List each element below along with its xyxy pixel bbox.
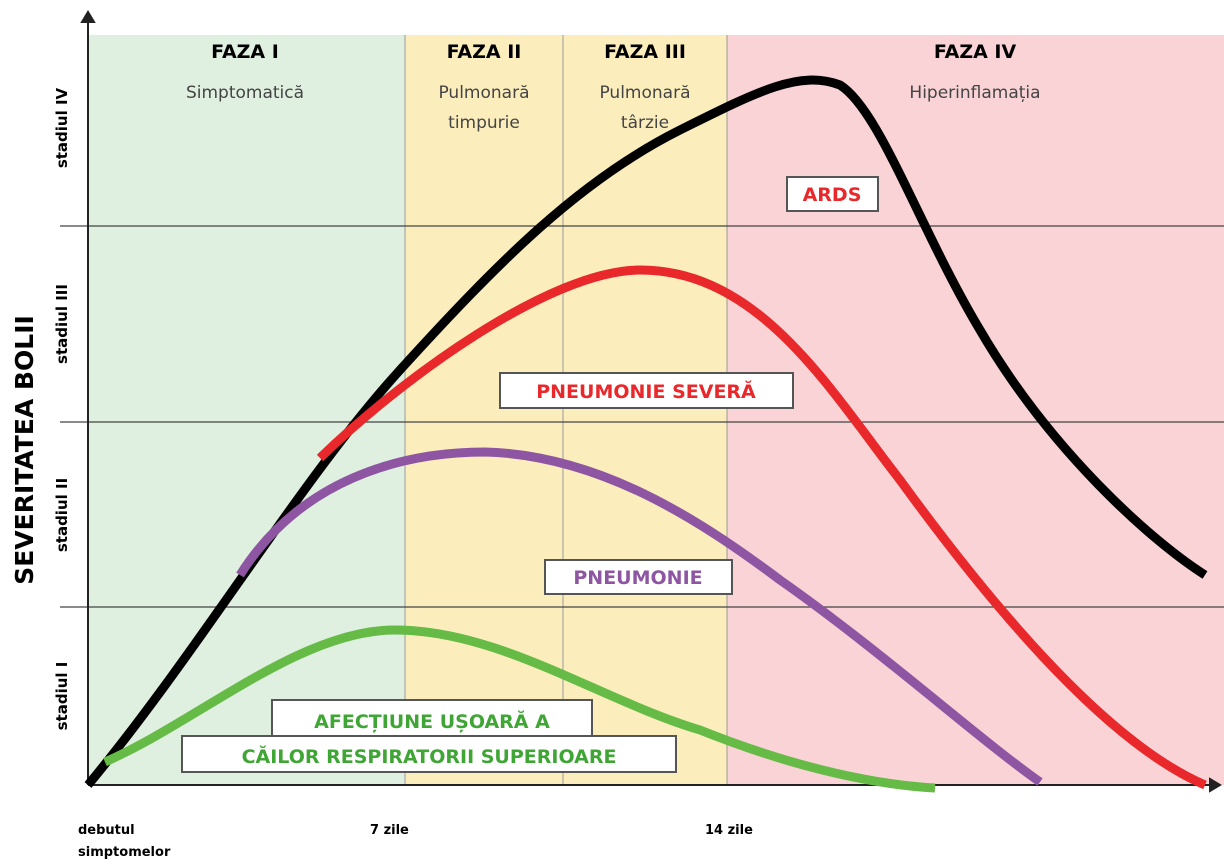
mild-curve bbox=[103, 625, 936, 793]
curve-label: PNEUMONIE SEVERĂ bbox=[536, 379, 756, 403]
phase-title: FAZA IV bbox=[934, 41, 1017, 63]
x-label: 7 zile bbox=[370, 823, 409, 838]
phase-subtitle: Pulmonară bbox=[438, 83, 529, 103]
label-box bbox=[181, 735, 677, 773]
stage-label: stadiul I bbox=[53, 662, 71, 731]
phase-title: FAZA I bbox=[211, 41, 279, 63]
phase-bg bbox=[88, 35, 405, 785]
phase-title: FAZA II bbox=[447, 41, 522, 63]
label-box bbox=[786, 176, 879, 212]
phase-subtitle: Pulmonară bbox=[599, 83, 690, 103]
phase-subtitle: timpurie bbox=[448, 113, 520, 133]
label-box bbox=[544, 559, 733, 595]
axes bbox=[80, 10, 1222, 793]
x-label: simptomelor bbox=[78, 845, 171, 860]
phase-dividers bbox=[404, 35, 728, 785]
x-label: debutul bbox=[78, 823, 135, 838]
phase-bg bbox=[405, 35, 727, 785]
curve-label: CĂILOR RESPIRATORII SUPERIOARE bbox=[242, 744, 617, 768]
phase-bg bbox=[727, 35, 1224, 785]
label-box bbox=[271, 699, 593, 739]
pneumonia-curve bbox=[236, 447, 1043, 786]
stage-lines bbox=[60, 225, 1224, 608]
phase-subtitle: târzie bbox=[621, 113, 669, 133]
stage-label: stadiul II bbox=[53, 478, 71, 552]
stage-label: stadiul IV bbox=[53, 87, 71, 168]
x-label: 14 zile bbox=[705, 823, 753, 838]
phase-subtitle: Hiperinflamația bbox=[909, 83, 1040, 103]
phase-title: FAZA III bbox=[604, 41, 686, 63]
label-box bbox=[499, 372, 794, 409]
severe-curve bbox=[316, 265, 1207, 790]
curve-label: PNEUMONIE bbox=[573, 567, 702, 589]
y-axis-title: SEVERITATEA BOLII bbox=[10, 315, 39, 585]
curve-label: AFECȚIUNE UȘOARĂ A bbox=[314, 709, 550, 733]
curve-label: ARDS bbox=[803, 184, 862, 206]
phase-subtitle: Simptomatică bbox=[186, 83, 304, 103]
stage-label: stadiul III bbox=[53, 284, 71, 364]
ards-curve bbox=[84, 75, 1208, 788]
